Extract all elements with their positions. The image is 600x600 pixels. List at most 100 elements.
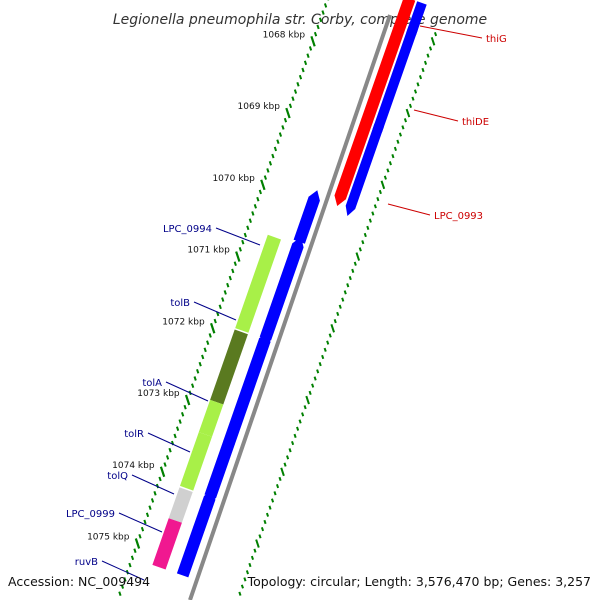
outer-tick (321, 354, 325, 360)
outer-tick (288, 448, 292, 453)
outer-tick (260, 527, 265, 532)
label-leader (215, 227, 261, 246)
minor-tick (168, 447, 172, 453)
outer-tick (418, 75, 423, 80)
major-tick (235, 251, 241, 262)
outer-tick (316, 369, 320, 374)
label-leader (101, 560, 145, 581)
outer-tick (380, 180, 386, 190)
gene-label-thig[interactable]: thiG (486, 34, 507, 45)
gene-lpc_0999-cds[interactable] (193, 489, 216, 531)
outer-tick (303, 405, 307, 410)
gene-tolq-category[interactable] (180, 432, 212, 491)
minor-tick (241, 239, 245, 245)
minor-tick (218, 304, 222, 310)
outer-tick (355, 252, 361, 261)
gene-ruvb-cds[interactable] (176, 520, 205, 578)
outer-tick (313, 376, 317, 381)
tick-label: 1070 kbp (212, 174, 255, 184)
minor-tick (123, 577, 127, 582)
outer-tick (341, 297, 345, 302)
outer-tick (348, 275, 352, 281)
outer-tick (255, 539, 260, 548)
minor-tick (130, 555, 135, 561)
gene-label-thide[interactable]: thiDE (462, 117, 489, 128)
gene-lpc_0993-forward[interactable] (334, 118, 373, 206)
minor-tick (196, 369, 200, 374)
outer-tick (273, 491, 277, 496)
minor-tick (251, 211, 255, 216)
outer-tick (405, 108, 411, 118)
gene-tola-category[interactable] (210, 329, 248, 405)
outer-tick (351, 268, 355, 273)
gene-label-tolb[interactable]: tolB (170, 298, 190, 309)
gene-label-tolq[interactable]: tolQ (107, 471, 128, 482)
minor-tick (181, 412, 185, 417)
minor-tick (301, 67, 305, 73)
outer-tick (305, 395, 310, 405)
gene-thide-cds[interactable] (372, 26, 418, 140)
gene-label-tolr[interactable]: tolR (124, 429, 144, 440)
outer-tick (265, 512, 270, 517)
outer-tick (368, 218, 372, 223)
outer-tick (403, 118, 407, 123)
minor-tick (266, 168, 270, 173)
outer-tick (291, 440, 295, 446)
outer-tick (293, 433, 297, 439)
minor-tick (258, 189, 262, 195)
outer-tick (296, 426, 300, 431)
tick-label: 1071 kbp (187, 246, 230, 256)
minor-tick (213, 318, 217, 324)
tick-label: 1069 kbp (238, 102, 281, 112)
minor-tick (118, 591, 122, 597)
minor-tick (308, 46, 313, 51)
minor-tick (223, 290, 227, 295)
gene-lpc_0993-cds[interactable] (345, 123, 384, 216)
gene-label-lpc_0994[interactable]: LPC_0994 (163, 224, 212, 235)
gene-tolq-cds[interactable] (204, 434, 235, 499)
minor-tick (148, 505, 152, 510)
gene-ruvb-category[interactable] (152, 518, 182, 570)
minor-tick (206, 340, 210, 345)
label-leader (131, 474, 175, 495)
outer-tick (245, 570, 249, 575)
gene-tolr-cds[interactable] (223, 401, 246, 445)
gene-label-lpc_0999[interactable]: LPC_0999 (66, 509, 115, 520)
gene-tolr-category[interactable] (198, 399, 224, 437)
outer-tick (398, 132, 402, 137)
gene-label-ruvb[interactable]: ruvB (75, 557, 98, 568)
minor-tick (226, 282, 230, 288)
outer-tick (371, 211, 375, 216)
minor-tick (158, 476, 162, 482)
outer-tick (278, 476, 282, 482)
outer-tick (391, 153, 395, 159)
outer-tick (298, 419, 302, 424)
gene-tolb-category[interactable] (235, 234, 281, 333)
minor-tick (163, 462, 167, 467)
gene-lpc_0994-cds[interactable] (293, 190, 320, 244)
outer-tick (373, 204, 377, 209)
gene-lpc_0999-category[interactable] (168, 487, 193, 523)
gene-label-tola[interactable]: tolA (142, 378, 162, 389)
label-leader (387, 203, 431, 216)
label-layer: thiG thiDE LPC_0993 LPC_0994 tolB tolA tolR tol… (66, 25, 507, 581)
major-tick (285, 107, 291, 119)
outer-tick (363, 232, 367, 238)
topology-text: Topology: circular; Length: 3,576,470 bp… (247, 574, 591, 589)
outer-tick (423, 60, 428, 65)
minor-tick (133, 548, 137, 553)
label-leader (419, 25, 483, 39)
outer-tick (240, 584, 244, 589)
outer-tick (408, 103, 413, 108)
label-leader (118, 512, 163, 533)
minor-tick (273, 146, 278, 152)
gene-tola-cds[interactable] (234, 331, 271, 413)
gene-tolb-cds[interactable] (259, 236, 304, 341)
minor-tick (153, 490, 157, 496)
minor-tick (221, 297, 225, 302)
outer-tick (253, 548, 257, 553)
minor-tick (173, 433, 177, 439)
gene-label-lpc_0993[interactable]: LPC_0993 (434, 211, 483, 222)
gene-thide-forward[interactable] (361, 21, 407, 130)
minor-tick (233, 261, 237, 267)
